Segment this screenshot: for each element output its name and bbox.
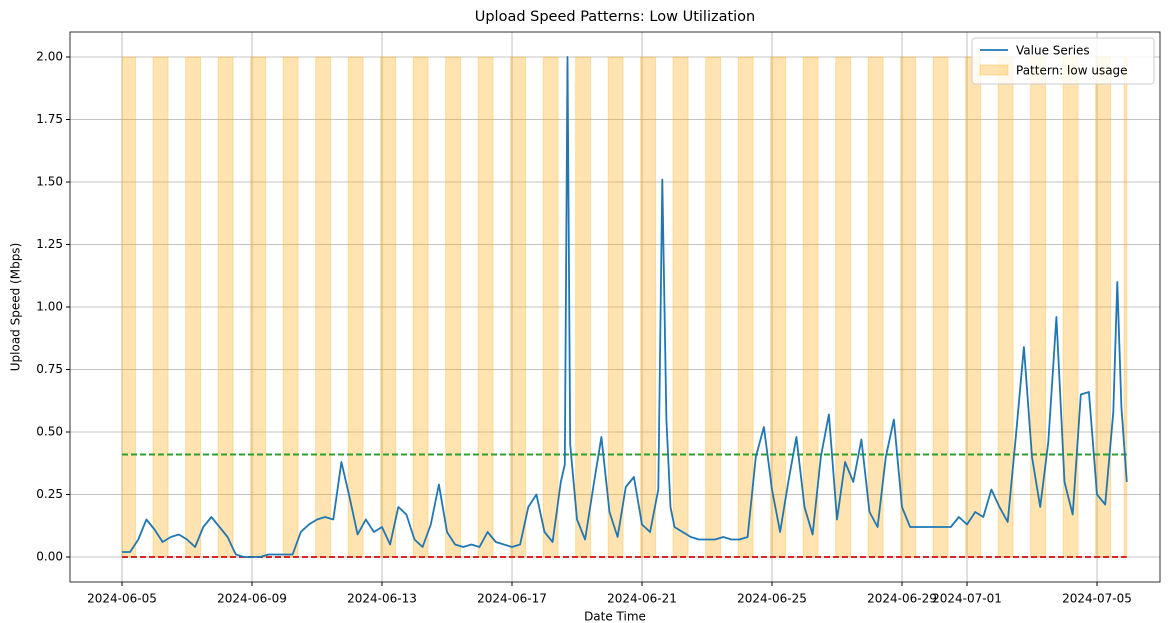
legend-label: Value Series: [1016, 44, 1090, 58]
low-usage-span: [152, 56, 169, 558]
x-tick-label: 2024-07-01: [932, 592, 1002, 606]
low-usage-span: [510, 56, 527, 558]
x-tick-label: 2024-06-13: [347, 592, 417, 606]
low-usage-span: [121, 56, 137, 558]
x-tick-label: 2024-07-05: [1062, 592, 1132, 606]
low-usage-span: [217, 56, 234, 558]
low-usage-span: [802, 56, 819, 558]
y-tick-label: 1.75: [36, 112, 63, 126]
y-tick-label: 1.25: [36, 237, 63, 251]
legend-label: Pattern: low usage: [1016, 64, 1128, 78]
x-tick-label: 2024-06-25: [737, 592, 807, 606]
low-usage-span: [900, 56, 917, 558]
low-usage-span: [867, 56, 884, 558]
y-tick-label: 0.00: [36, 550, 63, 564]
y-tick-label: 2.00: [36, 50, 63, 64]
chart-title: Upload Speed Patterns: Low Utilization: [475, 9, 756, 25]
low-usage-span: [607, 56, 624, 558]
low-usage-span: [185, 56, 202, 558]
low-usage-span: [412, 56, 429, 558]
y-axis-label: Upload Speed (Mbps): [9, 243, 23, 372]
x-tick-label: 2024-06-05: [87, 592, 157, 606]
y-tick-label: 0.25: [36, 487, 63, 501]
low-usage-span: [477, 56, 494, 558]
plot-frame: [69, 31, 1161, 583]
y-tick-label: 0.75: [36, 362, 63, 376]
y-tick-label: 0.50: [36, 425, 63, 439]
legend-patch: [979, 64, 1009, 76]
y-tick-label: 1.00: [36, 300, 63, 314]
x-tick-label: 2024-06-29: [867, 592, 937, 606]
low-usage-span: [932, 56, 949, 558]
low-usage-span: [315, 56, 332, 558]
low-usage-span: [575, 56, 592, 558]
low-usage-span: [640, 56, 657, 558]
legend-box: [971, 37, 1155, 85]
low-usage-span: [380, 56, 397, 558]
x-tick-label: 2024-06-21: [607, 592, 677, 606]
low-usage-span: [770, 56, 787, 558]
low-usage-span: [542, 56, 559, 558]
low-usage-span: [1095, 56, 1112, 558]
data-line: [122, 56, 1128, 558]
low-usage-span: [672, 56, 689, 558]
x-axis-label: Date Time: [584, 610, 646, 623]
low-usage-span: [282, 56, 299, 558]
x-tick-label: 2024-06-17: [477, 592, 547, 606]
low-usage-span: [250, 56, 267, 558]
low-usage-span: [965, 56, 982, 558]
low-usage-span: [737, 56, 754, 558]
y-tick-label: 1.50: [36, 175, 63, 189]
low-usage-span: [445, 56, 462, 558]
low-usage-span: [705, 56, 722, 558]
x-tick-label: 2024-06-09: [217, 592, 287, 606]
low-usage-span: [347, 56, 364, 558]
legend: Value Series Pattern: low usage: [971, 37, 1155, 85]
